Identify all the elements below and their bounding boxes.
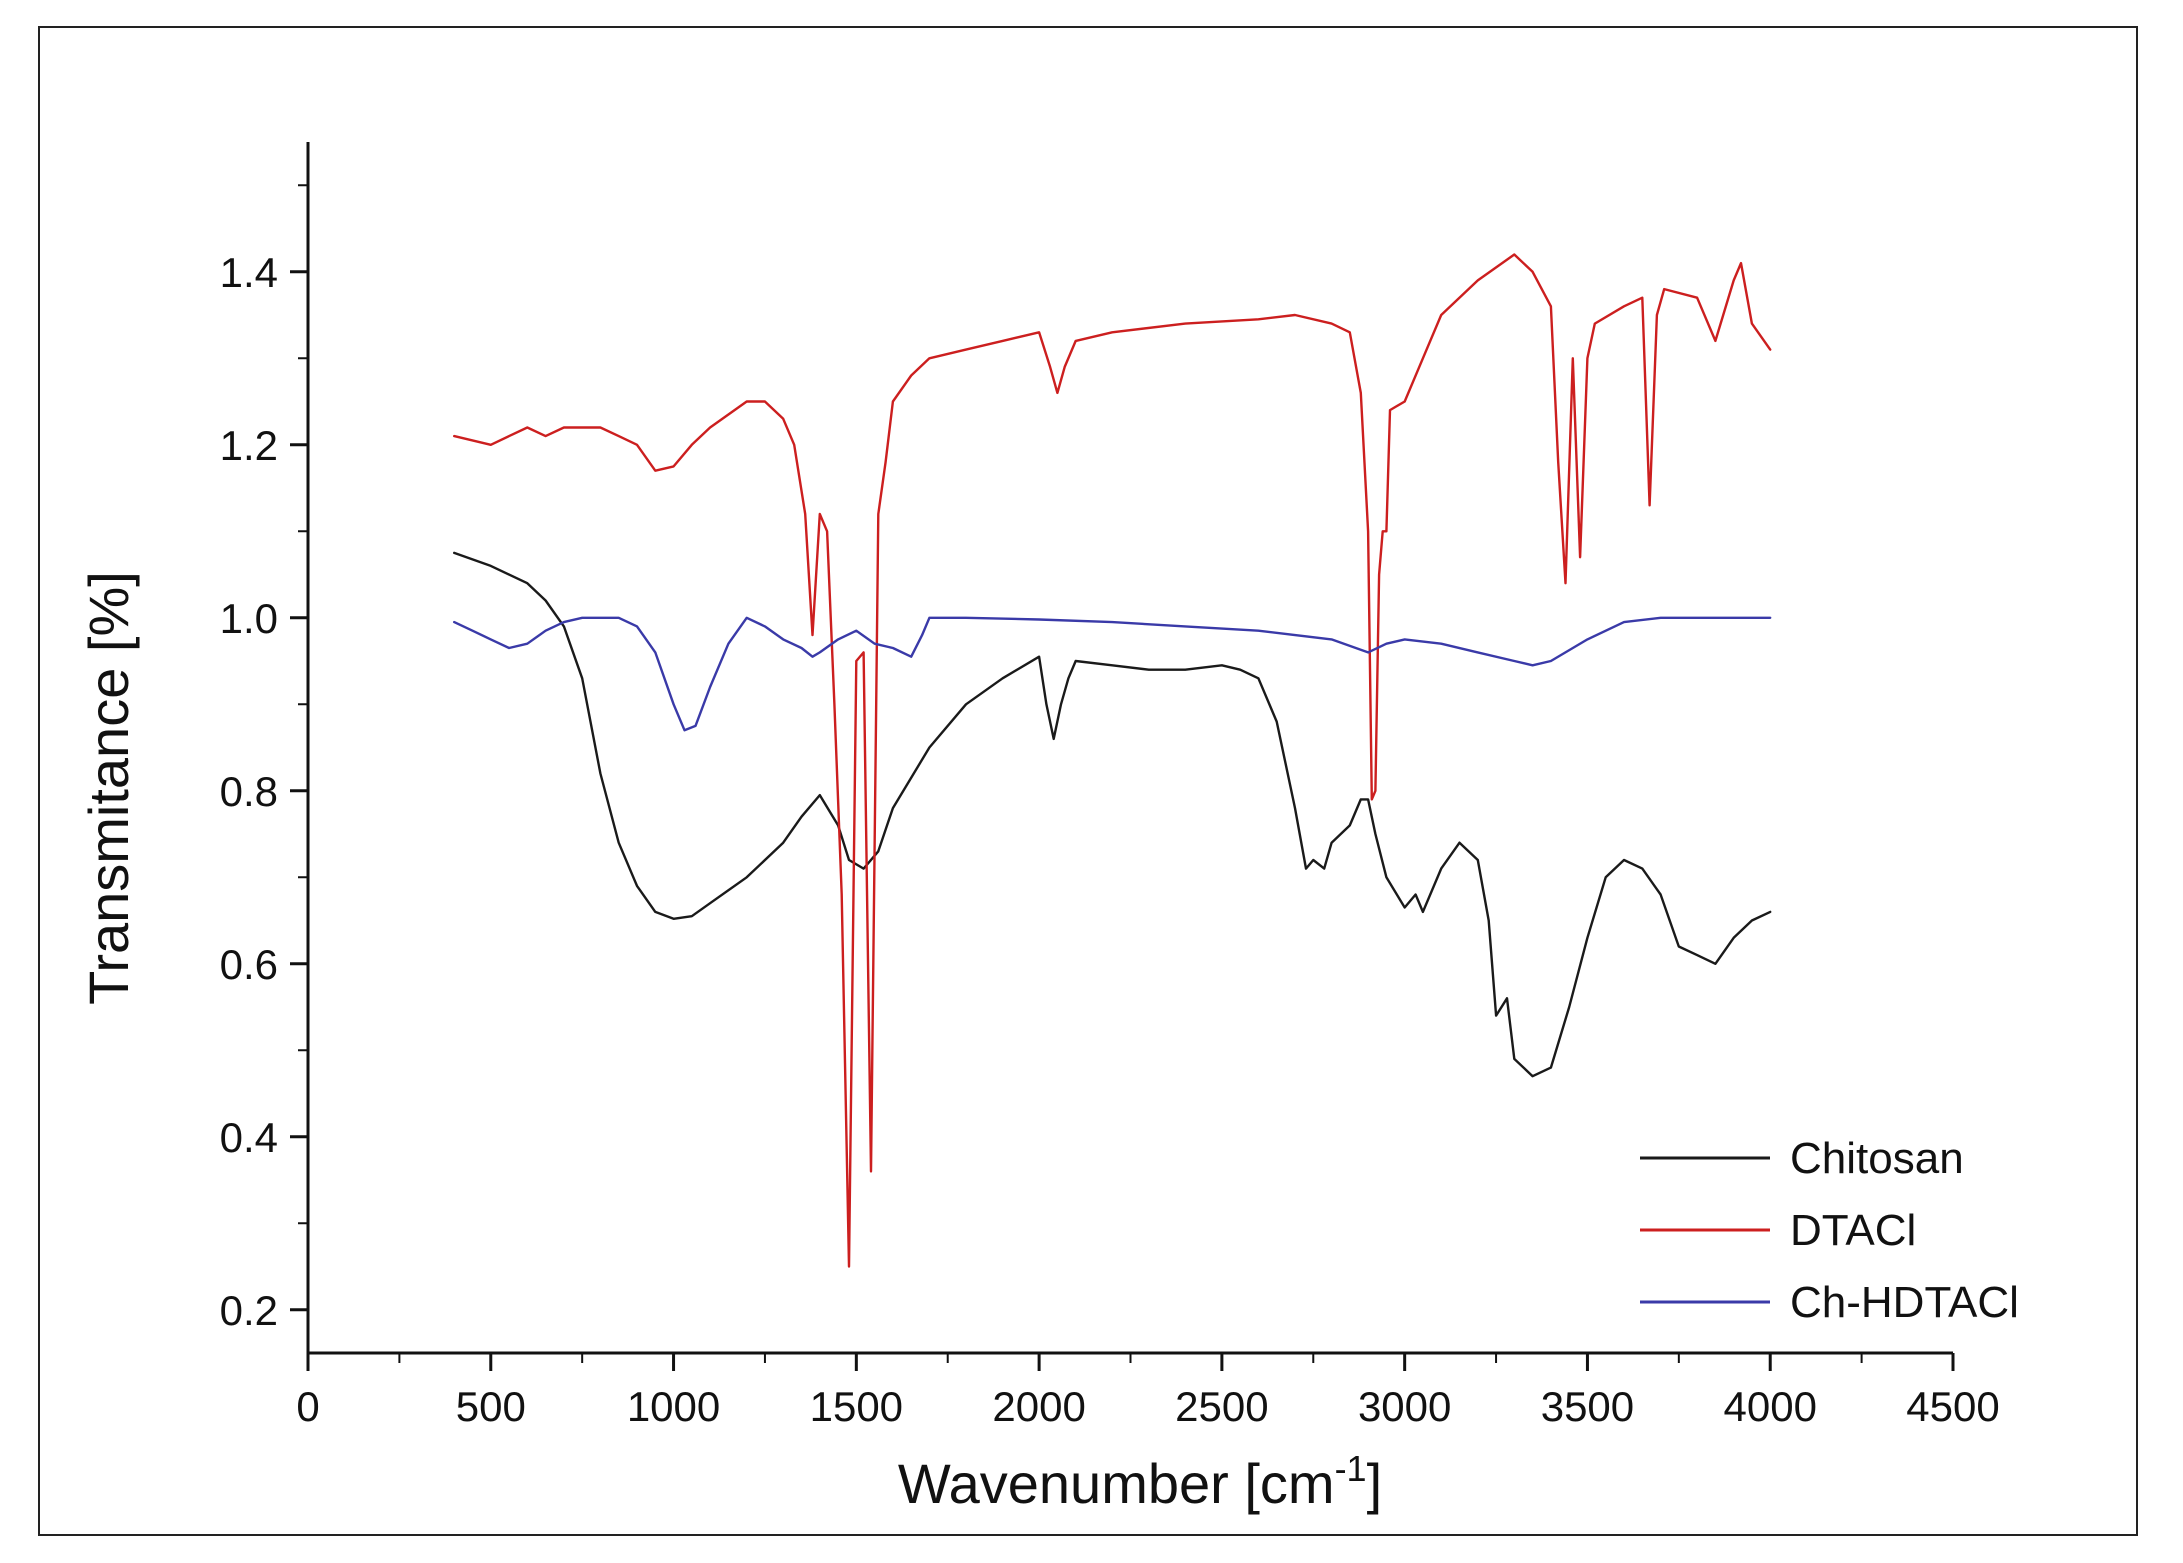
figure-frame: 0 500 1000 1500 2000 2500 3000 3500 4000 4500 0.2 0… — [38, 26, 2138, 1536]
x-tick-label: 4500 — [1906, 1383, 1999, 1430]
y-tick-label: 0.2 — [220, 1287, 278, 1334]
x-axis-title: Wavenumber [cm-1] — [898, 1448, 1382, 1515]
y-tick-label: 0.4 — [220, 1114, 278, 1161]
y-tick-label: 0.8 — [220, 768, 278, 815]
y-tick-label: 1.0 — [220, 595, 278, 642]
legend-label: Ch-HDTACl — [1790, 1278, 2019, 1327]
x-tick-label: 2000 — [992, 1383, 1085, 1430]
x-tick-label: 4000 — [1724, 1383, 1817, 1430]
series-line-chitosan — [453, 551, 1772, 1078]
legend-label: DTACl — [1790, 1206, 1916, 1255]
y-tick-label: 1.2 — [220, 422, 278, 469]
y-axis-title: Transmitance [%] — [77, 571, 140, 1005]
x-axis-title-superscript: -1 — [1335, 1448, 1367, 1489]
x-tick-label: 500 — [456, 1383, 526, 1430]
y-tick-label: 0.6 — [220, 941, 278, 988]
legend: Chitosan DTACl Ch-HDTACl — [1640, 1134, 2019, 1327]
x-tick-label: 0 — [296, 1383, 319, 1430]
x-tick-label: 1000 — [627, 1383, 720, 1430]
axes: 0 500 1000 1500 2000 2500 3000 3500 4000 4500 0.2 0… — [220, 142, 2000, 1430]
series-line-ch-hdtacl — [453, 616, 1772, 732]
series-layer — [453, 253, 1772, 1268]
x-tick-label: 3500 — [1541, 1383, 1634, 1430]
series-line-dtacl — [453, 253, 1772, 1268]
y-tick-label: 1.4 — [220, 249, 278, 296]
chart: 0 500 1000 1500 2000 2500 3000 3500 4000 4500 0.2 0… — [77, 142, 2019, 1515]
x-axis-title-main: Wavenumber [cm — [898, 1452, 1335, 1515]
x-tick-label: 1500 — [810, 1383, 903, 1430]
x-tick-label: 3000 — [1358, 1383, 1451, 1430]
x-tick-label: 2500 — [1175, 1383, 1268, 1430]
legend-label: Chitosan — [1790, 1134, 1964, 1183]
x-axis-title-close: ] — [1367, 1452, 1383, 1515]
